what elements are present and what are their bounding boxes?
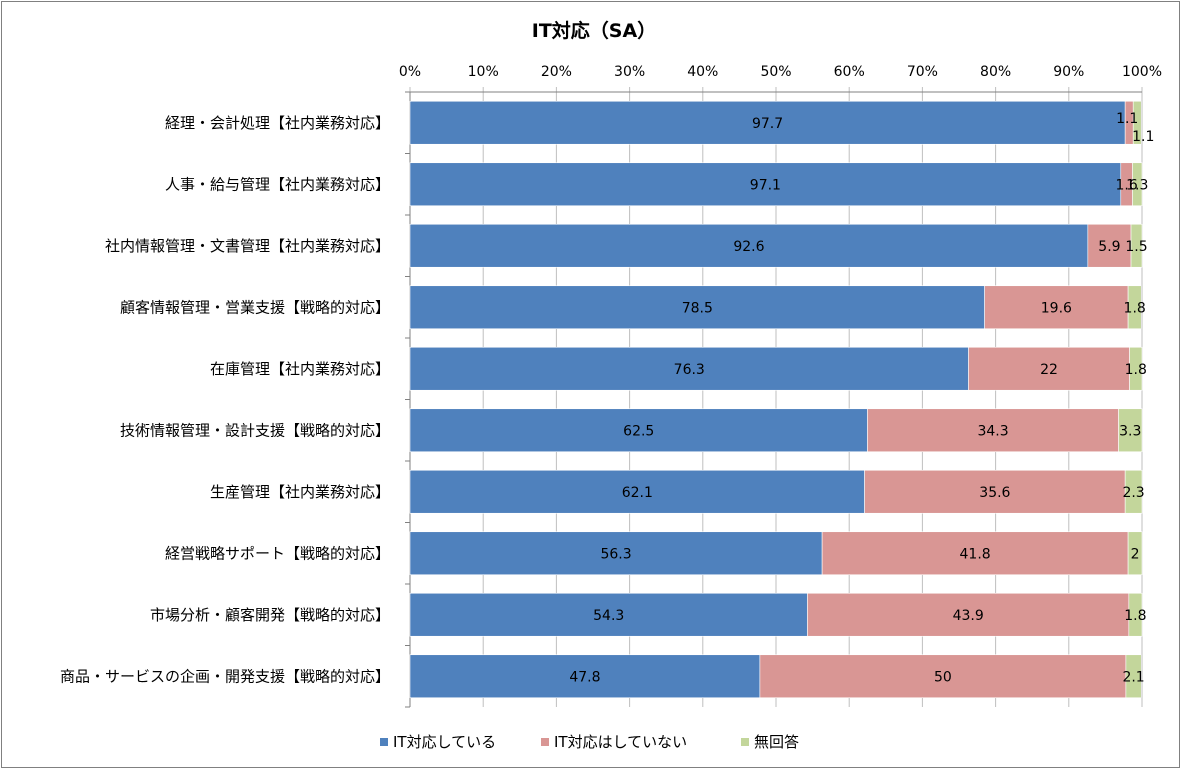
bar-segment [1127, 531, 1143, 576]
category-label: 経理・会計処理【社内業務対応】 [165, 114, 390, 132]
data-label: 47.8 [569, 669, 600, 685]
legend-label: IT対応はしていない [554, 733, 687, 751]
data-label: 1.6 [1115, 177, 1137, 193]
data-label: 1.5 [1125, 239, 1147, 255]
x-tick-label: 60% [834, 64, 865, 80]
x-tick-label: 0% [399, 64, 421, 80]
bar-segment [409, 654, 761, 699]
bar-segment [409, 346, 969, 391]
legend-swatch [541, 738, 549, 746]
x-tick-label: 20% [541, 64, 572, 80]
x-tick-label: 40% [687, 64, 718, 80]
bar-segment [1124, 469, 1143, 514]
data-label: 19.6 [1041, 300, 1072, 316]
category-label: 経営戦略サポート【戦略的対応】 [165, 544, 390, 562]
category-label: 技術情報管理・設計支援【戦略的対応】 [120, 421, 390, 439]
data-label: 1.3 [1126, 177, 1148, 193]
bar-segment [1125, 654, 1142, 699]
category-label: 商品・サービスの企画・開発支援【戦略的対応】 [60, 667, 390, 685]
data-label: 43.9 [953, 608, 984, 624]
data-label: 1.1 [1116, 111, 1138, 127]
data-label: 35.6 [979, 485, 1010, 501]
legend-swatch [380, 738, 388, 746]
x-tick-label: 50% [760, 64, 791, 80]
bar-segment [409, 531, 823, 576]
bar-segment [821, 531, 1129, 576]
data-label: 1.1 [1132, 129, 1154, 145]
legend-swatch [741, 738, 749, 746]
bar-segment [409, 285, 985, 330]
bar-segment [1132, 162, 1143, 207]
legend-label: 無回答 [754, 733, 799, 751]
category-label: 市場分析・顧客開発【戦略的対応】 [150, 606, 390, 624]
data-label: 1.8 [1125, 362, 1147, 378]
bar-segment [807, 592, 1130, 637]
bar-segment [1128, 592, 1143, 637]
data-label: 34.3 [977, 423, 1008, 439]
bar-segment [409, 469, 865, 514]
data-label: 54.3 [593, 608, 624, 624]
bar-segment [759, 654, 1127, 699]
data-label: 76.3 [674, 362, 705, 378]
bar-segment [409, 162, 1122, 207]
category-label: 顧客情報管理・営業支援【戦略的対応】 [120, 298, 390, 316]
bar-segment [409, 100, 1126, 145]
category-labels: 経理・会計処理【社内業務対応】人事・給与管理【社内業務対応】社内情報管理・文書管… [60, 114, 390, 686]
data-label: 2.3 [1122, 485, 1144, 501]
category-label: 社内情報管理・文書管理【社内業務対応】 [105, 237, 390, 255]
data-label: 1.8 [1124, 300, 1146, 316]
data-label: 2.1 [1122, 669, 1144, 685]
data-label: 1.8 [1124, 608, 1146, 624]
data-label: 56.3 [600, 546, 631, 562]
category-label: 人事・給与管理【社内業務対応】 [165, 175, 390, 193]
legend-label: IT対応している [393, 733, 496, 751]
x-tick-label: 30% [614, 64, 645, 80]
x-tick-label: 70% [907, 64, 938, 80]
chart-title: IT対応（SA） [532, 19, 656, 42]
x-tick-label: 10% [468, 64, 499, 80]
bar-segment [1118, 408, 1143, 453]
data-label: 78.5 [682, 300, 713, 316]
bars [409, 100, 1143, 699]
data-label: 2 [1131, 546, 1140, 562]
bar-segment [1132, 100, 1142, 145]
legend: IT対応している IT対応はしていない 無回答 [380, 733, 799, 751]
category-label: 在庫管理【社内業務対応】 [210, 360, 390, 378]
x-axis-ticks: 0% 10% 20% 30% 40% 50% 60% 70% 80% 90% 100% [399, 64, 1162, 80]
bar-segment [1130, 223, 1143, 268]
x-tick-label: 100% [1122, 64, 1162, 80]
data-label: 41.8 [960, 546, 991, 562]
bar-segment [409, 223, 1089, 268]
bar-segment [867, 408, 1119, 453]
bar-segment [984, 285, 1129, 330]
x-tick-label: 80% [980, 64, 1011, 80]
category-label: 生産管理【社内業務対応】 [210, 483, 390, 501]
bar-segment [1129, 346, 1143, 391]
data-labels: 97.7 1.1 1.1 97.1 1.61.3 92.6 5.9 1.5 78.5 19.6 1.… [569, 111, 1154, 686]
data-label: 62.1 [622, 485, 653, 501]
bar-segment [968, 346, 1130, 391]
data-label: 62.5 [623, 423, 654, 439]
bar-segment [409, 592, 808, 637]
data-label: 3.3 [1119, 423, 1141, 439]
data-label: 97.7 [752, 116, 783, 132]
data-label: 50 [934, 669, 952, 685]
data-label: 97.1 [750, 177, 781, 193]
bar-segment [864, 469, 1126, 514]
bar-segment [1127, 285, 1142, 330]
data-label: 92.6 [733, 239, 764, 255]
data-label: 22 [1040, 362, 1058, 378]
x-tick-label: 90% [1053, 64, 1084, 80]
bar-segment [409, 408, 868, 453]
data-label: 5.9 [1098, 239, 1120, 255]
bar-segment [1087, 223, 1132, 268]
